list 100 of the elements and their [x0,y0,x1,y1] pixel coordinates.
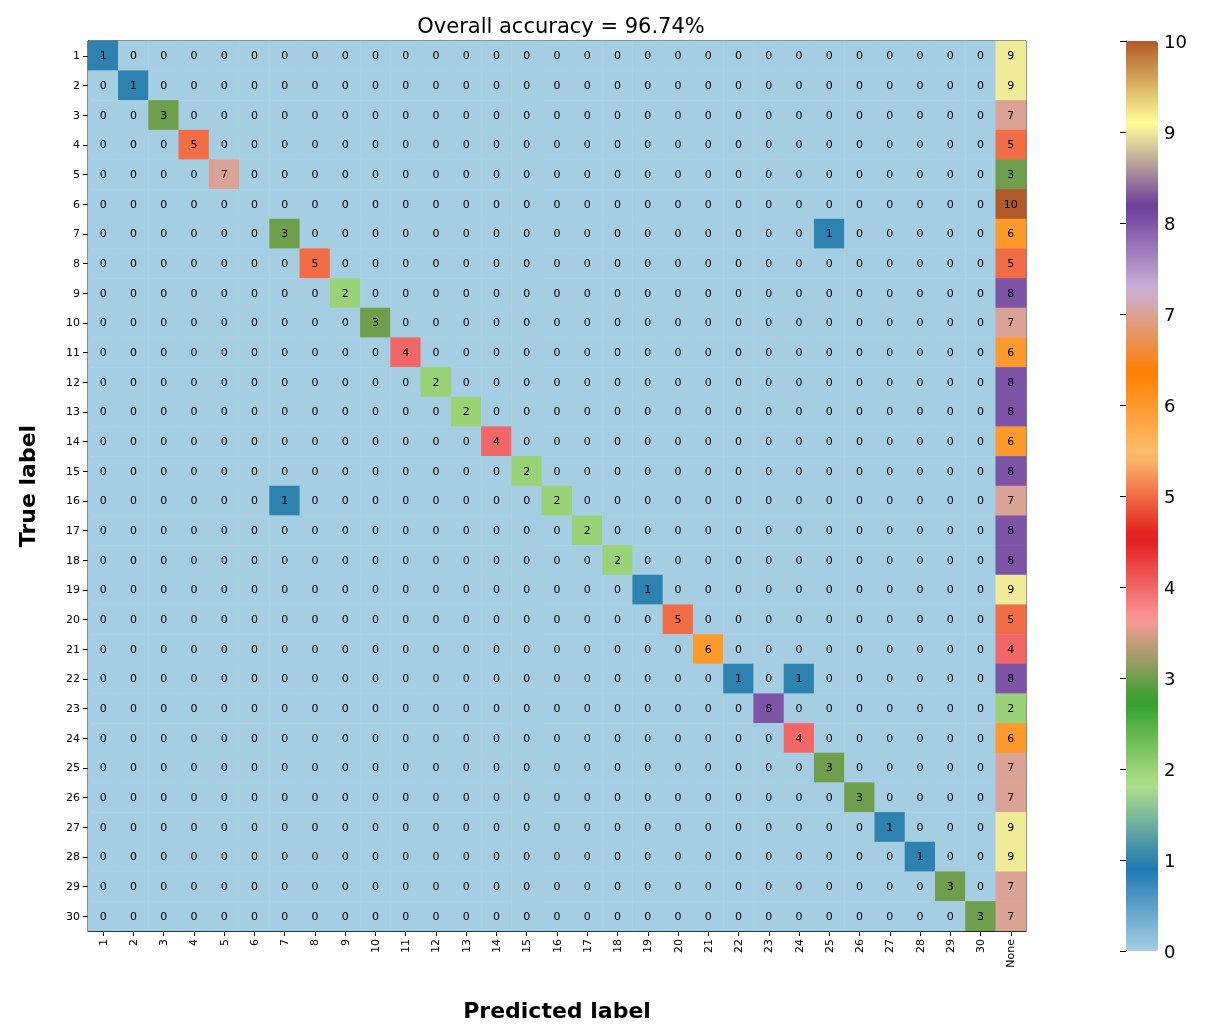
data-label: 0 [432,286,440,300]
data-label: 0 [583,672,591,686]
data-label: 0 [886,583,894,597]
data-label: 0 [281,791,289,804]
data-label: 0 [190,405,198,419]
data-label: 0 [886,286,894,300]
data-label: 0 [250,820,258,834]
data-label: 0 [765,583,773,597]
data-label: 0 [977,346,985,359]
data-label: 0 [977,524,985,537]
data-label: 3 [1007,168,1015,181]
data-label: 0 [916,702,924,715]
data-label: 0 [644,375,652,389]
data-label: 0 [341,702,349,715]
data-label: 0 [341,227,349,241]
data-label: 0 [402,168,410,181]
data-label: 0 [220,346,228,359]
data-label: 6 [1007,731,1015,745]
data-label: 0 [977,49,985,63]
data-label: 0 [311,731,319,745]
data-label: 0 [523,791,531,804]
data-label: 0 [432,227,440,241]
data-label: 0 [704,791,712,804]
color-bar-label: 3 [1164,667,1176,689]
y-tick-label: 27 [66,820,80,834]
data-label: 0 [341,197,349,211]
data-label: 0 [160,850,168,864]
data-label: 0 [160,286,168,300]
data-label: 0 [856,79,864,92]
data-label: 0 [311,79,319,92]
data-label: 0 [765,197,773,211]
data-label: 0 [311,286,319,300]
data-label: 0 [523,642,531,656]
data-label: 0 [311,702,319,715]
data-label: 0 [432,49,440,63]
data-label: 0 [735,731,743,745]
data-label: 0 [250,108,258,122]
data-label: 0 [977,494,985,508]
data-label: 0 [190,79,198,92]
data-label: 0 [765,346,773,359]
data-label: 0 [341,316,349,330]
data-label: 0 [371,553,379,567]
data-label: 0 [220,553,228,567]
data-label: 0 [462,909,470,923]
data-label: 0 [99,820,107,834]
data-label: 0 [492,79,500,92]
data-label: 0 [553,820,561,834]
data-label: 0 [583,257,591,270]
data-label: 0 [190,702,198,715]
data-label: 0 [644,108,652,122]
data-label: 0 [614,583,622,597]
data-label: 0 [825,583,833,597]
data-label: 0 [553,850,561,864]
data-label: 0 [946,435,954,448]
data-label: 0 [462,553,470,567]
data-label: 0 [704,405,712,419]
data-label: 8 [1007,286,1015,300]
data-label: 0 [553,375,561,389]
data-label: 2 [462,405,470,419]
data-label: 0 [856,49,864,63]
data-label: 0 [160,702,168,715]
data-label: 0 [946,553,954,567]
data-label: 0 [129,286,137,300]
data-label: 0 [190,909,198,923]
data-label: 0 [371,79,379,92]
data-label: 0 [765,168,773,181]
data-label: 0 [190,583,198,597]
data-label: 0 [765,227,773,241]
data-label: 0 [674,494,682,508]
data-label: 0 [523,731,531,745]
data-label: 0 [432,435,440,448]
data-label: 0 [614,435,622,448]
data-label: 0 [281,79,289,92]
data-label: 8 [1007,553,1015,567]
data-label: 0 [190,850,198,864]
data-label: 0 [644,49,652,63]
y-tick-label: 28 [66,850,80,864]
data-label: 0 [402,613,410,626]
data-label: 0 [825,79,833,92]
data-label: 0 [281,375,289,389]
data-label: 0 [402,286,410,300]
data-label: 0 [553,909,561,923]
data-label: 0 [281,613,289,626]
data-label: 9 [1007,79,1015,92]
data-label: 0 [99,791,107,804]
data-label: 0 [765,761,773,775]
data-label: 0 [553,286,561,300]
data-label: 0 [250,761,258,775]
data-label: 0 [220,672,228,686]
data-label: 0 [220,286,228,300]
data-label: 3 [856,791,864,804]
data-label: 5 [1007,613,1015,626]
y-tick-label: 10 [66,316,80,330]
data-label: 0 [523,257,531,270]
data-label: 5 [1007,257,1015,270]
data-label: 0 [977,731,985,745]
data-label: 0 [825,375,833,389]
data-label: 0 [160,464,168,478]
data-label: 0 [371,820,379,834]
data-label: 0 [825,464,833,478]
